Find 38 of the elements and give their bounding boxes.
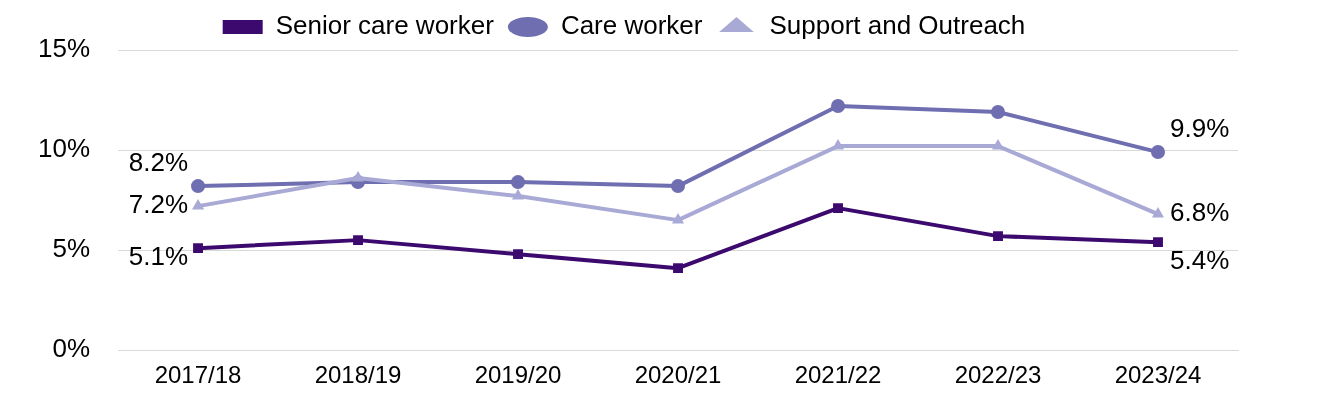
y-tick-label: 15% <box>37 33 91 64</box>
x-tick-label: 2018/19 <box>314 361 402 389</box>
point <box>193 243 203 254</box>
point <box>1151 145 1165 160</box>
point <box>991 105 1006 120</box>
x-tick-label: 2019/20 <box>474 361 562 389</box>
point <box>1151 207 1165 218</box>
point <box>511 189 525 200</box>
data-label: 7.2% <box>128 189 189 220</box>
data-label: 9.9% <box>1170 113 1230 144</box>
data-label: 5.4% <box>1170 245 1230 276</box>
data-label: 8.2% <box>128 147 189 178</box>
point <box>351 171 365 182</box>
point <box>511 175 526 190</box>
point <box>673 263 683 274</box>
y-tick-label: 0% <box>52 333 91 364</box>
legend-label: Care worker <box>560 10 703 41</box>
legend-label: Senior care worker <box>275 10 495 41</box>
point <box>671 213 685 224</box>
point <box>993 231 1003 242</box>
legend-label: Support and Outreach <box>769 10 1026 41</box>
x-tick-label: 2021/22 <box>794 361 882 389</box>
x-tick-label: 2020/21 <box>634 361 722 389</box>
point <box>353 235 363 246</box>
point <box>671 179 686 194</box>
y-tick-label: 5% <box>52 233 91 264</box>
x-tick-label: 2022/23 <box>954 361 1042 389</box>
point <box>833 203 843 214</box>
data-label: 6.8% <box>1170 197 1230 228</box>
point <box>1153 237 1163 248</box>
point <box>191 199 205 210</box>
point <box>191 179 206 194</box>
x-tick-label: 2017/18 <box>154 361 242 389</box>
point <box>513 249 523 260</box>
y-tick-label: 10% <box>37 133 91 164</box>
x-tick-label: 2023/24 <box>1114 361 1202 389</box>
data-label: 5.1% <box>128 241 189 272</box>
point <box>831 99 846 114</box>
